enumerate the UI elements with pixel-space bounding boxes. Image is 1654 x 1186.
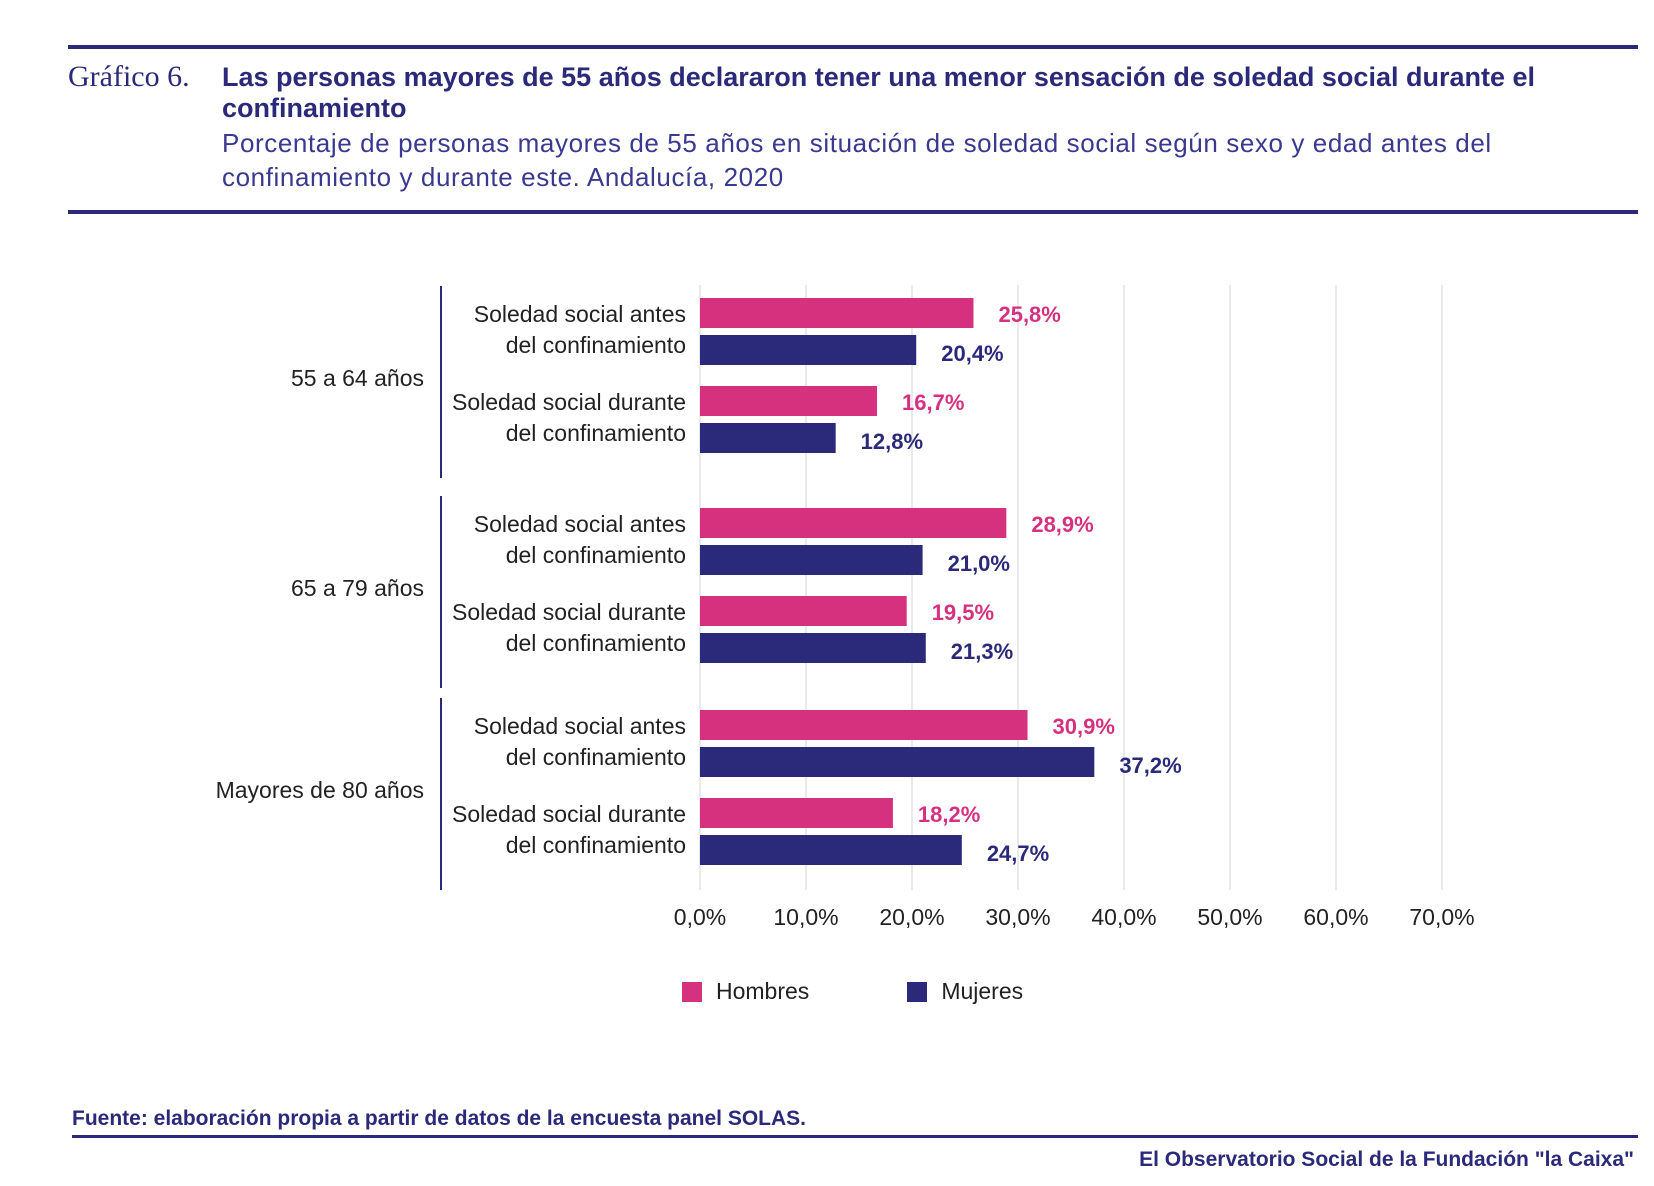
category-label: Soledad social durante	[452, 389, 686, 415]
chart-subtitle: Porcentaje de personas mayores de 55 año…	[222, 128, 1492, 192]
category-label: Soledad social durante	[452, 599, 686, 625]
x-tick-label: 60,0%	[1303, 904, 1368, 930]
group-label: 55 a 64 años	[291, 365, 424, 391]
bar-hombres	[700, 386, 878, 416]
x-tick-label: 0,0%	[674, 904, 726, 930]
legend-swatch-mujeres	[907, 981, 928, 1002]
category-label: del confinamiento	[506, 542, 686, 568]
data-label-hombres: 28,9%	[1031, 512, 1093, 537]
bar-hombres	[700, 710, 1028, 740]
data-label-mujeres: 21,0%	[948, 551, 1010, 576]
data-label-hombres: 19,5%	[932, 600, 994, 625]
top-rule	[68, 45, 1638, 49]
bar-chart: 0,0% 10,0% 20,0% 30,0% 40,0% 50,0% 60,0% 70,0% 5…	[216, 285, 1475, 930]
footer-credit: El Observatorio Social de la Fundación "…	[1139, 1148, 1634, 1171]
bar-mujeres	[700, 335, 917, 365]
category-label: del confinamiento	[506, 744, 686, 770]
x-tick-label: 40,0%	[1091, 904, 1156, 930]
category-label: Soledad social antes	[474, 301, 686, 327]
chart-title: Las personas mayores de 55 años declarar…	[222, 62, 1535, 123]
legend-item-mujeres: Mujeres	[907, 978, 1023, 1005]
source-note: Fuente: elaboración propia a partir de d…	[72, 1107, 807, 1130]
group-label: 65 a 79 años	[291, 575, 424, 601]
data-label-mujeres: 20,4%	[941, 341, 1003, 366]
data-label-mujeres: 37,2%	[1119, 753, 1181, 778]
legend-label-mujeres: Mujeres	[941, 978, 1024, 1004]
bar-hombres	[700, 298, 974, 328]
legend-label-hombres: Hombres	[716, 978, 810, 1004]
category-label: Soledad social durante	[452, 801, 686, 827]
data-label-hombres: 18,2%	[918, 802, 980, 827]
data-label-mujeres: 24,7%	[987, 841, 1049, 866]
group-label: Mayores de 80 años	[216, 777, 424, 803]
x-tick-label: 10,0%	[773, 904, 838, 930]
category-label: del confinamiento	[506, 832, 686, 858]
bar-hombres	[700, 596, 907, 626]
data-label-mujeres: 21,3%	[951, 639, 1013, 664]
legend-swatch-hombres	[682, 981, 702, 1002]
bar-mujeres	[700, 423, 836, 453]
category-label: del confinamiento	[506, 630, 686, 656]
category-label: del confinamiento	[506, 420, 686, 446]
figure-label: Gráfico 6.	[68, 60, 190, 93]
bar-hombres	[700, 508, 1007, 538]
legend-item-hombres: Hombres	[682, 978, 809, 1005]
data-label-hombres: 16,7%	[902, 390, 964, 415]
data-label-hombres: 30,9%	[1053, 714, 1115, 739]
x-tick-label: 30,0%	[985, 904, 1050, 930]
bar-hombres	[700, 798, 893, 828]
data-label-hombres: 25,8%	[998, 302, 1060, 327]
footer-rule	[72, 1135, 1638, 1138]
category-label: del confinamiento	[506, 332, 686, 358]
bar-mujeres	[700, 545, 923, 575]
legend: Hombres Mujeres	[682, 978, 1121, 1005]
bar-mujeres	[700, 747, 1095, 777]
x-tick-label: 50,0%	[1197, 904, 1262, 930]
bar-mujeres	[700, 835, 962, 865]
header-rule	[68, 210, 1638, 214]
x-tick-label: 70,0%	[1409, 904, 1474, 930]
bar-mujeres	[700, 633, 926, 663]
category-label: Soledad social antes	[474, 713, 686, 739]
data-label-mujeres: 12,8%	[861, 429, 923, 454]
category-label: Soledad social antes	[474, 511, 686, 537]
x-tick-label: 20,0%	[879, 904, 944, 930]
